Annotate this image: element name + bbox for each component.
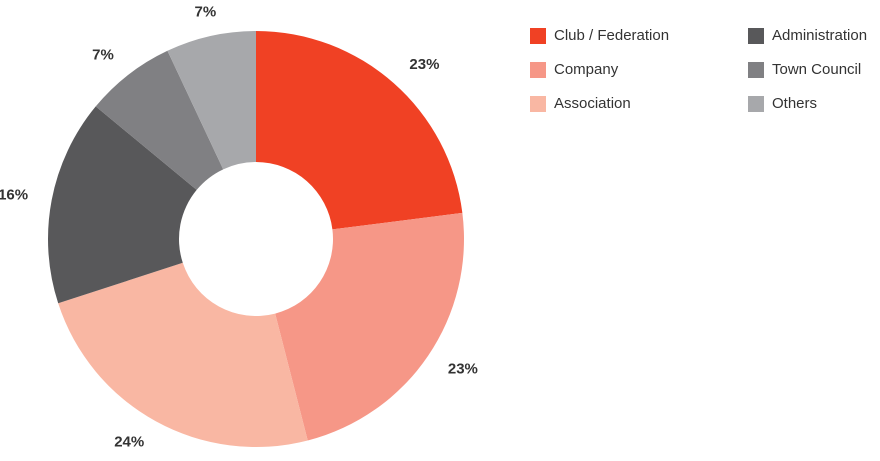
data-label: 7% <box>92 47 114 64</box>
data-label: 23% <box>409 56 439 73</box>
legend-swatch <box>530 28 546 44</box>
donut-slice <box>256 31 463 230</box>
data-label: 23% <box>448 360 478 377</box>
legend-swatch <box>748 28 764 44</box>
legend-swatch <box>748 62 764 78</box>
donut-slice <box>95 50 224 190</box>
legend-swatch <box>748 96 764 112</box>
donut-slice <box>58 262 308 448</box>
legend-label: Association <box>554 95 631 112</box>
donut-slice <box>48 106 197 304</box>
legend-label: Administration <box>772 27 867 44</box>
legend-swatch <box>530 62 546 78</box>
data-label: 24% <box>114 433 144 450</box>
legend-label: Others <box>772 95 817 112</box>
legend-swatch <box>530 96 546 112</box>
legend-label: Club / Federation <box>554 27 669 44</box>
legend-label: Company <box>554 61 619 78</box>
legend-label: Town Council <box>772 61 861 78</box>
donut-slice <box>275 212 464 441</box>
data-label: 16% <box>0 186 28 203</box>
data-label: 7% <box>195 4 217 21</box>
donut-slice <box>167 30 256 170</box>
